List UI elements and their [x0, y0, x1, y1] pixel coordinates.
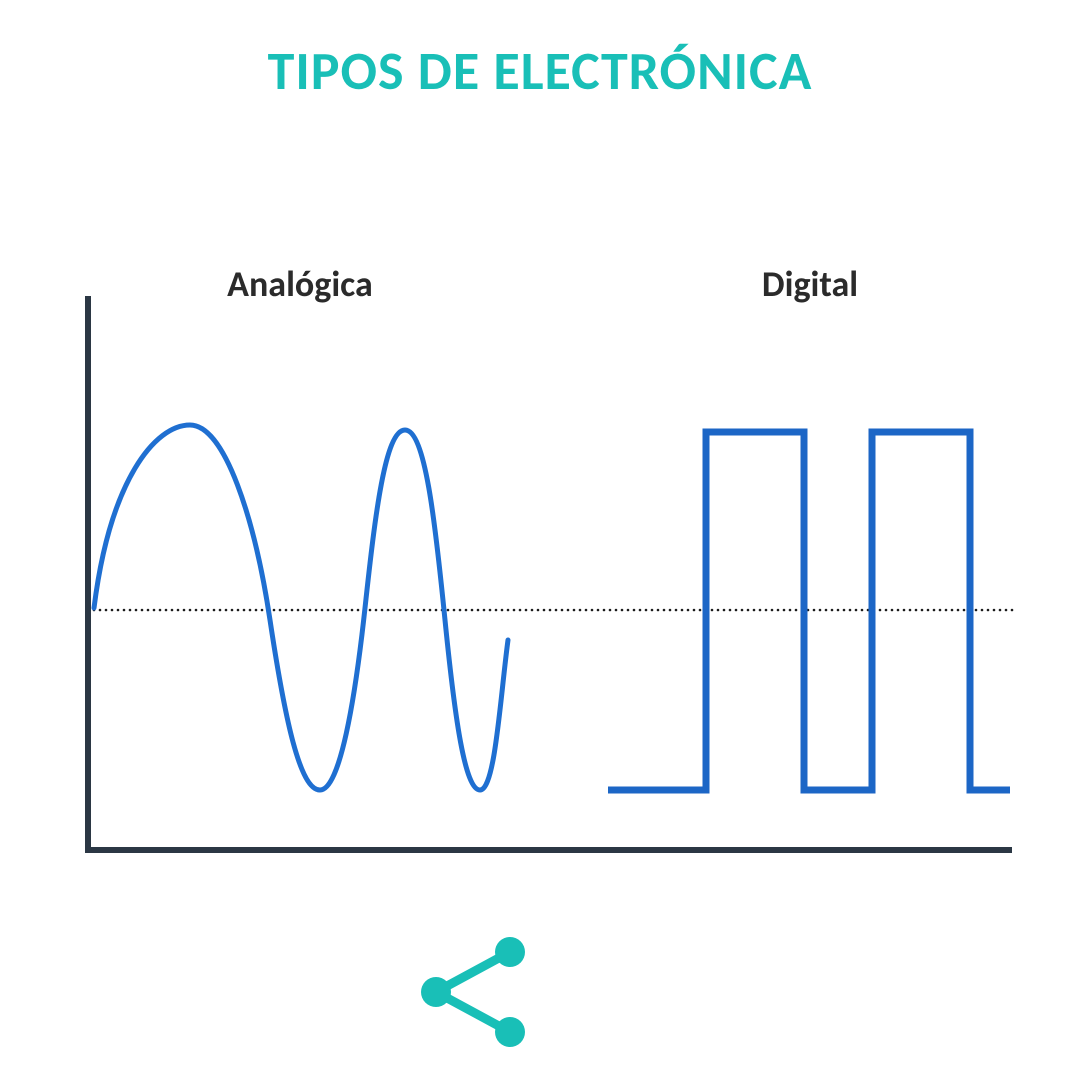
page: { "title": { "text": "TIPOS DE ELECTRÓNI…	[0, 0, 1080, 1080]
digital-wave	[608, 432, 1010, 790]
analog-wave	[94, 425, 508, 790]
signal-diagram	[0, 0, 1080, 1080]
